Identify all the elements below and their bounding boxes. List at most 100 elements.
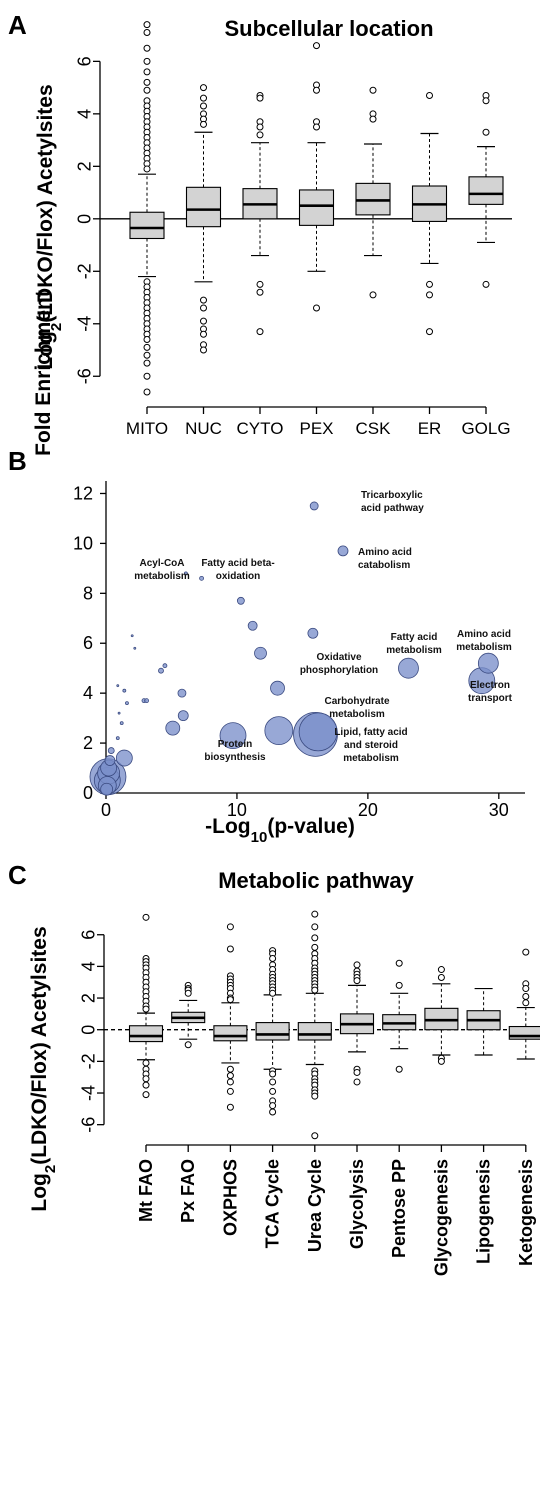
panel-c-metabolic-pathway: C Metabolic pathway Log2(LDKO/Flox) Acet… xyxy=(8,860,540,1276)
outlier-point xyxy=(313,42,320,50)
bubble-point xyxy=(133,646,137,650)
outlier-point xyxy=(226,1087,234,1095)
x-tick-label: ER xyxy=(418,419,442,438)
y-tick-label: 2 xyxy=(75,161,95,171)
outlier-point xyxy=(226,1072,234,1080)
x-tick-label: TCA Cycle xyxy=(263,1159,283,1248)
bubble-point xyxy=(177,710,189,722)
outlier-point xyxy=(226,1103,234,1111)
chart-title: Subcellular location xyxy=(224,16,433,41)
outlier-point xyxy=(313,123,320,131)
outlier-point xyxy=(482,128,490,136)
outlier-point xyxy=(143,68,151,76)
point-annotation: Acyl-CoA metabolism xyxy=(134,558,190,582)
outlier-point xyxy=(142,1059,150,1067)
outlier-point xyxy=(143,372,151,380)
outlier-point xyxy=(311,1092,319,1100)
bubble-point xyxy=(307,627,319,639)
box-csk xyxy=(355,86,391,299)
y-tick-label: 2 xyxy=(79,993,99,1003)
outlier-point xyxy=(311,910,319,918)
outlier-point xyxy=(142,1075,150,1083)
outlier-point xyxy=(482,280,490,288)
bubble-point xyxy=(119,721,124,726)
x-tick-label: 0 xyxy=(101,800,111,820)
x-tick-label: 30 xyxy=(489,800,509,820)
outlier-point xyxy=(226,945,234,953)
outlier-point xyxy=(142,913,150,921)
outlier-point xyxy=(522,999,530,1007)
box-mt-fao xyxy=(128,913,164,1099)
point-annotation: Electron transport xyxy=(468,680,513,704)
x-tick-label: PEX xyxy=(299,419,333,438)
outlier-point xyxy=(311,934,319,942)
box-cyto xyxy=(242,91,278,336)
x-tick-label: MITO xyxy=(126,419,168,438)
outlier-point xyxy=(426,291,433,299)
y-axis-label: Log2(LDKO/Flox) Acetylsites xyxy=(34,84,65,369)
bubble-point xyxy=(298,712,338,752)
panel-letter-b: B xyxy=(8,446,27,476)
outlier-point xyxy=(184,1041,192,1049)
iqr-box xyxy=(468,176,504,205)
outlier-point xyxy=(143,351,151,359)
x-tick-label: OXPHOS xyxy=(220,1159,240,1236)
point-annotation: Amino acid metabolism xyxy=(456,629,512,653)
bubble-point xyxy=(144,698,149,704)
x-tick-label: 10 xyxy=(227,800,247,820)
outlier-point xyxy=(200,94,207,102)
y-tick-label: 12 xyxy=(73,483,93,503)
outlier-point xyxy=(143,86,151,94)
outlier-point xyxy=(269,954,277,962)
y-tick-label: 4 xyxy=(75,109,95,119)
bubble-point xyxy=(236,596,245,605)
y-tick-label: -2 xyxy=(75,263,95,279)
bubble-point xyxy=(309,501,319,511)
bubble-point xyxy=(219,722,247,749)
y-tick-label: -4 xyxy=(79,1085,99,1101)
outlier-point xyxy=(353,977,361,985)
outlier-point xyxy=(353,961,361,969)
outlier-point xyxy=(143,388,151,396)
outlier-point xyxy=(369,291,377,299)
outlier-point xyxy=(256,288,264,296)
iqr-box xyxy=(129,211,165,240)
outlier-point xyxy=(256,94,264,102)
outlier-point xyxy=(143,28,151,36)
box-nuc xyxy=(185,84,222,354)
bubble-point xyxy=(158,667,164,674)
outlier-point xyxy=(256,328,264,336)
point-annotation: Fatty acid metabolism xyxy=(386,632,442,656)
outlier-point xyxy=(256,280,264,288)
outlier-point xyxy=(269,1102,277,1110)
outlier-point xyxy=(522,992,530,1000)
x-tick-label: Glycolysis xyxy=(347,1159,367,1249)
x-axis-label: -Log10(p-value) xyxy=(205,815,355,846)
box-golg xyxy=(468,91,504,288)
box-pex xyxy=(298,42,335,312)
outlier-point xyxy=(437,973,445,981)
bubble-point xyxy=(337,545,349,557)
point-annotation: Amino acid catabolism xyxy=(358,547,412,571)
outlier-point xyxy=(269,1087,277,1095)
bubble-point xyxy=(183,571,188,576)
outlier-point xyxy=(395,959,403,967)
x-tick-label: Lipogenesis xyxy=(474,1159,494,1264)
iqr-box xyxy=(297,1022,332,1041)
outlier-point xyxy=(200,120,207,128)
outlier-point xyxy=(256,123,264,131)
x-tick-label: Ketogenesis xyxy=(516,1159,536,1266)
y-tick-label: -6 xyxy=(79,1117,99,1133)
outlier-point xyxy=(369,86,377,94)
box-urea-cycle xyxy=(297,910,332,1140)
outlier-point xyxy=(142,1091,150,1099)
outlier-point xyxy=(143,44,151,52)
outlier-point xyxy=(426,280,433,288)
bubble-point xyxy=(270,680,285,696)
y-tick-label: -6 xyxy=(75,368,95,384)
bubble-point xyxy=(115,736,120,740)
y-tick-label: 6 xyxy=(79,930,99,940)
outlier-point xyxy=(226,923,234,931)
bubble-point xyxy=(100,782,114,796)
